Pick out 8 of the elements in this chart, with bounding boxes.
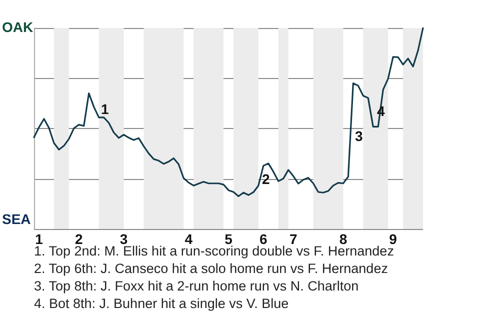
annotation: 3	[355, 128, 363, 144]
text: 4. Bot 8th: J. Buhner hit a single vs V. Blue	[34, 296, 289, 311]
annotation: 1	[101, 101, 109, 117]
text: 2. Top 6th: J. Canseco hit a solo home run vs F. Hernandez	[34, 261, 388, 276]
text: OAK	[2, 19, 34, 35]
text: 3. Top 8th: J. Foxx hit a 2-run home run vs N. Charlton	[34, 278, 359, 294]
annotation: 2	[262, 171, 270, 187]
text: SEA	[2, 211, 31, 227]
